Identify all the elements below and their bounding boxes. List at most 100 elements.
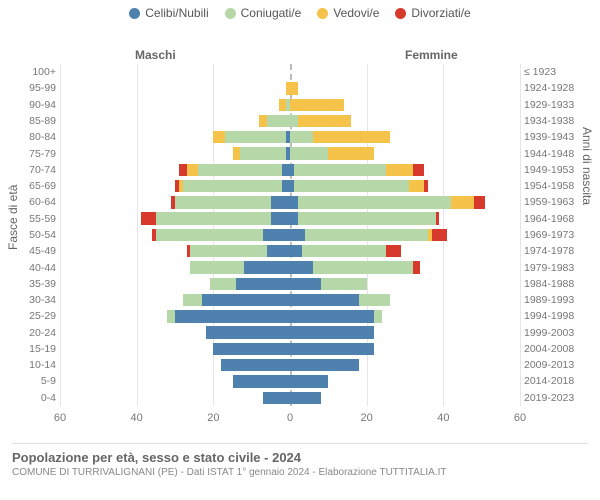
bar-segment	[290, 375, 328, 387]
ylabel-age: 80-84	[22, 131, 56, 143]
ylabel-birth: 1984-1988	[524, 278, 590, 290]
bar-segment	[298, 212, 436, 224]
bar-segment	[213, 131, 225, 143]
age-row: 30-341989-1993	[60, 292, 520, 308]
bar-segment	[290, 245, 302, 257]
ylabel-birth: 2009-2013	[524, 359, 590, 371]
bar-segment	[175, 196, 271, 208]
bar-segment	[233, 147, 241, 159]
bar-segment	[267, 115, 290, 127]
bar-segment	[221, 359, 290, 371]
bar-male	[171, 196, 290, 208]
bar-segment	[225, 131, 286, 143]
xtick: 60	[514, 412, 526, 424]
bar-segment	[175, 310, 290, 322]
plot-area: 100+≤ 192395-991924-192890-941929-193385…	[60, 64, 520, 424]
bar-male	[206, 326, 290, 338]
ylabel-birth: 1924-1928	[524, 82, 590, 94]
bar-segment	[374, 310, 382, 322]
bar-segment	[290, 229, 305, 241]
bar-segment	[328, 147, 374, 159]
ylabel-age: 45-49	[22, 245, 56, 257]
bar-segment	[413, 164, 425, 176]
ylabel-birth: 2014-2018	[524, 375, 590, 387]
ylabel-age: 55-59	[22, 213, 56, 225]
bar-segment	[167, 310, 175, 322]
bar-segment	[206, 326, 290, 338]
legend-label: Divorziati/e	[411, 6, 470, 20]
bar-male	[183, 294, 290, 306]
ylabel-birth: 1959-1963	[524, 196, 590, 208]
age-row: 60-641959-1963	[60, 194, 520, 210]
bar-segment	[263, 229, 290, 241]
ylabel-birth: 1949-1953	[524, 164, 590, 176]
bar-female	[290, 278, 367, 290]
bar-male	[179, 164, 290, 176]
age-row: 80-841939-1943	[60, 129, 520, 145]
bar-segment	[141, 212, 156, 224]
bar-segment	[190, 261, 244, 273]
bar-segment	[305, 229, 428, 241]
ylabel-age: 60-64	[22, 196, 56, 208]
gridline	[520, 64, 521, 406]
footer-title: Popolazione per età, sesso e stato civil…	[12, 443, 588, 467]
bar-segment	[451, 196, 474, 208]
age-row: 75-791944-1948	[60, 145, 520, 161]
bar-segment	[298, 115, 352, 127]
bar-segment	[290, 392, 321, 404]
age-row: 15-192004-2008	[60, 341, 520, 357]
legend-item: Coniugati/e	[225, 6, 302, 20]
age-row: 5-92014-2018	[60, 373, 520, 389]
bar-female	[290, 392, 321, 404]
bar-female	[290, 196, 485, 208]
bar-male	[190, 261, 290, 273]
bar-segment	[321, 278, 367, 290]
bar-female	[290, 229, 447, 241]
xtick: 40	[131, 412, 143, 424]
age-row: 25-291994-1998	[60, 308, 520, 324]
bar-male	[233, 147, 290, 159]
x-axis: 6040200204060	[60, 408, 520, 424]
bar-segment	[187, 164, 199, 176]
bar-segment	[210, 278, 237, 290]
bar-segment	[282, 180, 290, 192]
ylabel-age: 5-9	[22, 375, 56, 387]
bar-segment	[290, 294, 359, 306]
bar-segment	[290, 359, 359, 371]
bar-female	[290, 359, 359, 371]
age-row: 20-241999-2003	[60, 325, 520, 341]
age-row: 85-891934-1938	[60, 113, 520, 129]
age-row: 95-991924-1928	[60, 80, 520, 96]
bar-segment	[233, 375, 291, 387]
age-row: 10-142009-2013	[60, 357, 520, 373]
bar-segment	[294, 164, 386, 176]
age-row: 55-591964-1968	[60, 211, 520, 227]
age-row: 50-541969-1973	[60, 227, 520, 243]
bar-male	[167, 310, 290, 322]
bar-segment	[290, 326, 374, 338]
bar-segment	[294, 180, 409, 192]
xtick: 20	[207, 412, 219, 424]
xtick: 20	[361, 412, 373, 424]
legend-swatch	[317, 8, 328, 19]
ylabel-birth: 1999-2003	[524, 327, 590, 339]
bar-female	[290, 115, 351, 127]
bar-segment	[279, 99, 287, 111]
bar-segment	[290, 343, 374, 355]
ylabel-age: 25-29	[22, 310, 56, 322]
bar-female	[290, 375, 328, 387]
bar-female	[290, 343, 374, 355]
bar-female	[290, 212, 439, 224]
bar-male	[152, 229, 290, 241]
ylabel-age: 65-69	[22, 180, 56, 192]
legend-item: Vedovi/e	[317, 6, 379, 20]
legend-swatch	[129, 8, 140, 19]
bar-segment	[179, 164, 187, 176]
age-row: 35-391984-1988	[60, 276, 520, 292]
bar-segment	[244, 261, 290, 273]
ylabel-birth: 1939-1943	[524, 131, 590, 143]
bar-segment	[183, 180, 283, 192]
header-female: Femmine	[405, 48, 458, 62]
bar-male	[141, 212, 290, 224]
bar-segment	[183, 294, 202, 306]
